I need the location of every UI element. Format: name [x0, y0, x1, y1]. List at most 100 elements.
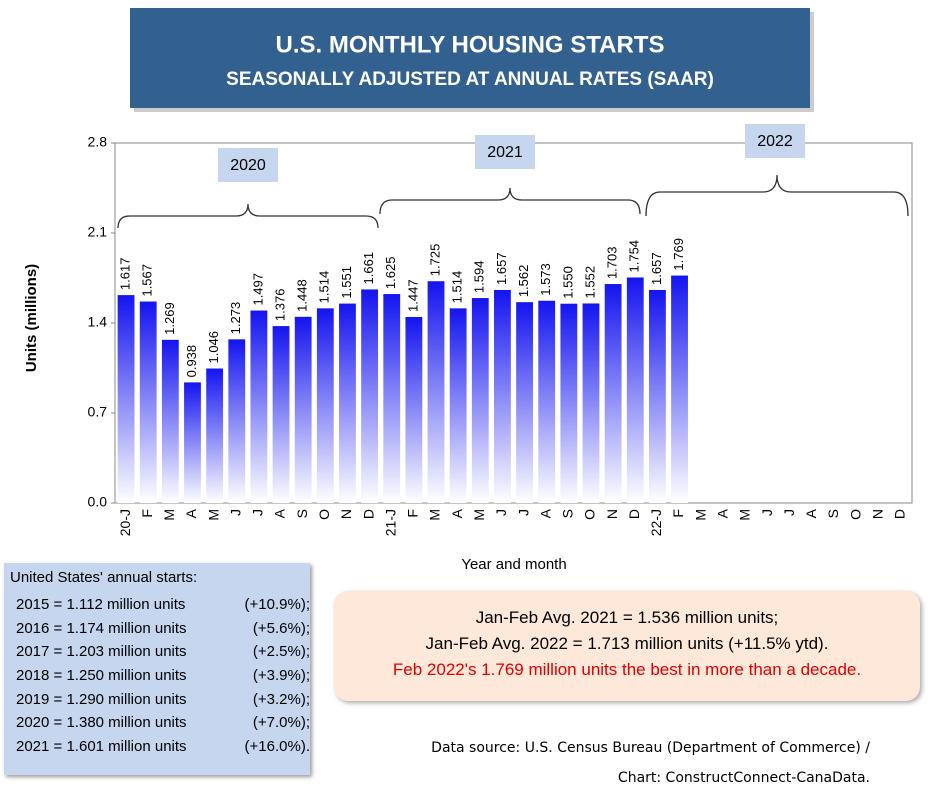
value-label: 1.657 [494, 252, 509, 285]
x-tick-label: M [471, 509, 487, 521]
x-tick-label: A [537, 508, 553, 518]
annual-change: (+3.2%); [252, 690, 310, 708]
value-label: 1.514 [317, 271, 332, 304]
x-axis-label: Year and month [461, 556, 566, 573]
value-label: 1.376 [272, 289, 287, 322]
brace-2021 [379, 187, 641, 215]
x-tick-label: F [670, 509, 686, 518]
annual-change: (+2.5%); [252, 643, 310, 661]
value-label: 1.514 [450, 271, 465, 304]
x-tick-label: A [449, 508, 465, 518]
bar [184, 382, 201, 503]
x-tick-label: O [316, 509, 332, 520]
title-box [130, 8, 810, 108]
value-label: 1.448 [295, 279, 310, 312]
x-tick-label: S [825, 509, 841, 518]
annual-value: 2019 = 1.290 million units [16, 690, 187, 708]
x-tick-label: 20-J [117, 509, 133, 536]
x-tick-label: J [250, 509, 266, 516]
value-label: 1.661 [361, 252, 376, 285]
value-label: 1.769 [671, 238, 686, 271]
x-tick-label: J [515, 509, 531, 516]
annual-value: 2018 = 1.250 million units [16, 667, 187, 685]
annual-row: 2021 = 1.601 million units (+16.0%). [10, 735, 310, 759]
bar [361, 289, 379, 503]
year-label: 2022 [757, 133, 793, 150]
x-tick-label: 22-J [648, 509, 664, 536]
annual-value: 2021 = 1.601 million units [16, 737, 187, 755]
x-tick-label: M [737, 509, 753, 521]
x-tick-label: O [582, 509, 598, 520]
annual-change: (+16.0%). [244, 737, 310, 755]
x-tick-label: J [493, 509, 509, 516]
annual-row: 2019 = 1.290 million units (+3.2%); [10, 687, 310, 711]
bar [538, 300, 556, 503]
bar [671, 275, 688, 503]
x-tick-label: N [604, 509, 620, 519]
value-label: 1.447 [405, 279, 420, 312]
value-label: 1.567 [140, 264, 155, 297]
y-tick-label: 0.7 [88, 404, 108, 420]
x-tick-label: J [227, 509, 243, 516]
value-label: 1.562 [516, 265, 531, 298]
year-label-box [475, 135, 535, 169]
annual-change: (+3.9%); [252, 667, 310, 685]
value-label: 1.046 [206, 331, 221, 364]
bar [161, 339, 179, 503]
x-tick-label: S [294, 509, 310, 518]
x-tick-label: 21-J [382, 509, 398, 536]
bar [316, 308, 334, 503]
value-label: 1.550 [560, 266, 575, 299]
source-line: Chart: ConstructConnect-CanaData. [617, 770, 870, 786]
bar [494, 289, 511, 503]
annual-change: (+10.9%); [244, 596, 310, 614]
x-tick-label: F [139, 509, 155, 518]
x-tick-label: N [869, 509, 885, 519]
x-tick-label: S [560, 509, 576, 518]
x-tick-label: A [803, 508, 819, 518]
brace-2022 [645, 174, 909, 217]
year-label: 2020 [230, 157, 266, 174]
year-braces [117, 174, 909, 229]
annual-row: 2015 = 1.112 million units (+10.9%); [10, 593, 310, 617]
annual-row: 2016 = 1.174 million units (+5.6%); [10, 617, 310, 641]
x-tick-label: D [892, 509, 908, 519]
bar [272, 326, 290, 503]
bar [228, 339, 246, 503]
value-label: 0.938 [184, 345, 199, 378]
bar [339, 303, 356, 503]
x-tick-label: J [759, 509, 775, 516]
x-tick-label: F [405, 509, 421, 518]
bar [250, 310, 268, 503]
y-axis-label: Units (millions) [23, 264, 40, 372]
y-tick-label: 0.0 [88, 494, 108, 510]
year-label-box [745, 124, 805, 158]
value-label: 1.497 [250, 273, 265, 306]
bar [206, 368, 224, 503]
y-tick-label: 2.1 [88, 224, 108, 240]
brace-2020 [117, 203, 379, 229]
bar [648, 289, 666, 503]
x-tick-label: D [626, 509, 642, 519]
chart-title: U.S. MONTHLY HOUSING STARTS [276, 31, 665, 58]
value-label: 1.725 [427, 244, 442, 277]
x-tick-label: A [183, 508, 199, 518]
chart-subtitle: SEASONALLY ADJUSTED AT ANNUAL RATES (SAA… [226, 69, 714, 90]
value-label: 1.617 [118, 258, 133, 291]
x-tick-label: M [427, 509, 443, 521]
x-tick-label: D [360, 509, 376, 519]
value-label: 1.269 [162, 302, 177, 335]
bar [405, 316, 423, 503]
annual-value: 2020 = 1.380 million units [16, 714, 187, 732]
x-tick-label: M [205, 509, 221, 521]
bar [560, 303, 578, 503]
value-label: 1.594 [472, 261, 487, 294]
annual-row: 2020 = 1.380 million units (+7.0%); [10, 711, 310, 735]
y-tick-label: 2.8 [88, 134, 108, 150]
annual-row: 2018 = 1.250 million units (+3.9%); [10, 664, 310, 688]
value-label: 1.625 [383, 257, 398, 290]
annual-row: 2017 = 1.203 million units (+2.5%); [10, 640, 310, 664]
avg-highlight: Feb 2022's 1.769 million units the best … [392, 660, 862, 679]
x-tick-label: O [847, 509, 863, 520]
